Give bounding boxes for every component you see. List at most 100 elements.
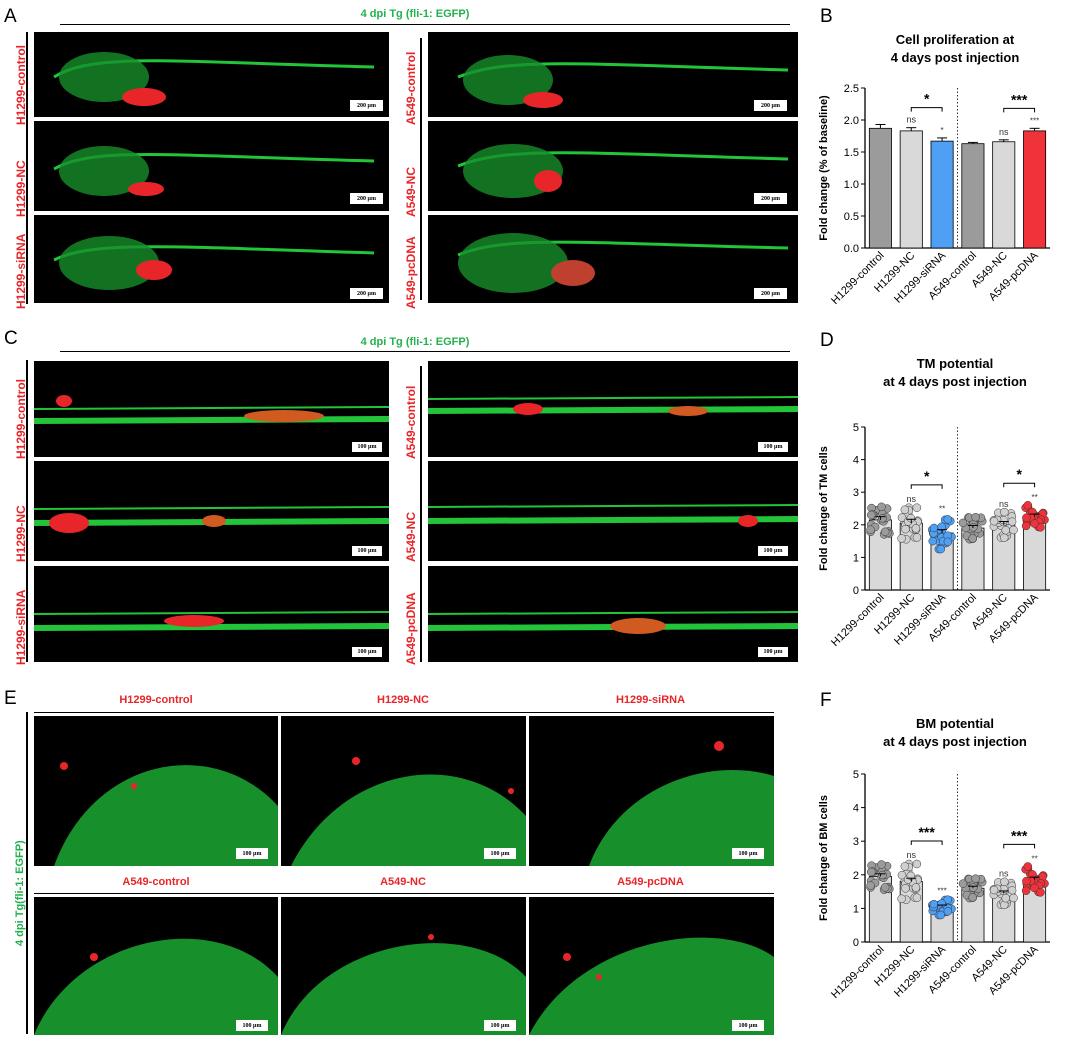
scalebar-c6: 100 μm (758, 647, 788, 657)
col-title-e-a549-control: A549-control (122, 876, 190, 888)
data-point (943, 537, 953, 547)
significance-label: *** (937, 886, 946, 895)
data-point (971, 874, 980, 883)
micrograph-a-h1299-control (34, 32, 389, 117)
row-label-a-h1299-nc: H1299-NC (14, 160, 28, 217)
panel-a-right-rule (420, 38, 422, 300)
chart-title-line: at 4 days post injection (883, 374, 1027, 389)
y-tick-label: 1 (853, 552, 859, 564)
significance-label: ns (999, 499, 1009, 509)
col-title-e-h1299-control: H1299-control (119, 694, 193, 706)
chart-f: BM potential at 4 days post injection Fold… (818, 716, 1050, 1001)
scalebar-c1: 100 μm (352, 442, 382, 452)
scalebar-c5: 100 μm (758, 546, 788, 556)
data-point (1023, 501, 1033, 510)
data-point (897, 870, 907, 880)
data-point (1000, 877, 1009, 887)
panel-b-letter: B (820, 6, 833, 27)
significance-label: ns (906, 115, 916, 125)
row-label-c-h1299-nc: H1299-NC (14, 505, 28, 562)
data-point (877, 502, 886, 512)
y-tick-label: 2.5 (844, 83, 859, 95)
panel-a-header-rule (60, 24, 790, 25)
y-axis-label: Fold change (% of baseline) (818, 95, 830, 241)
data-point (1036, 888, 1045, 897)
row-label-a-h1299-sirna: H1299-siRNA (14, 233, 28, 309)
data-point (1009, 525, 1018, 535)
bar (899, 522, 923, 591)
bar (1023, 130, 1047, 249)
bracket-label: * (924, 91, 930, 107)
scalebar-c2: 100 μm (352, 546, 382, 556)
scalebar-a1: 200 μm (350, 100, 383, 111)
micrograph-a-a549-pcdna (428, 215, 798, 303)
y-tick-label: 1.0 (844, 179, 859, 191)
data-point (866, 881, 875, 890)
data-point (1021, 886, 1031, 895)
row-label-c-a549-nc: A549-NC (404, 511, 418, 562)
panel-d-letter: D (820, 330, 834, 351)
data-point (1022, 876, 1031, 886)
y-tick-label: 0.5 (844, 211, 859, 223)
col-title-e-h1299-sirna: H1299-siRNA (615, 694, 686, 706)
chart-title-line: 4 days post injection (891, 50, 1020, 65)
bar (992, 141, 1016, 249)
data-point (911, 883, 921, 892)
chart-title-line: TM potential (917, 356, 994, 371)
y-tick-label: 1 (853, 903, 859, 915)
panel-c-left-rule (26, 360, 28, 662)
data-point (866, 867, 876, 877)
panel-e-side-label: 4 dpi Tg(fli-1: EGFP) (14, 840, 26, 946)
data-point (912, 893, 922, 902)
y-tick-label: 0 (853, 937, 859, 949)
significance-bracket (910, 107, 943, 112)
y-tick-label: 5 (853, 769, 859, 781)
micrograph-a-a549-nc (428, 121, 798, 211)
data-point (880, 527, 890, 537)
data-point (911, 524, 921, 533)
col-title-e-h1299-nc: H1299-NC (377, 694, 429, 706)
significance-label: *** (1030, 116, 1039, 125)
row-label-c-h1299-sirna: H1299-siRNA (14, 589, 28, 665)
panel-a-left-rule (26, 32, 28, 304)
bar (868, 127, 892, 249)
scalebar-e1: 100 μm (236, 848, 268, 859)
row-label-c-a549-pcdna: A549-pcDNA (404, 592, 418, 665)
data-point (929, 523, 939, 533)
panel-c-letter: C (4, 328, 18, 349)
data-point (928, 536, 937, 546)
data-point (958, 518, 968, 528)
data-point (900, 862, 910, 871)
data-point (897, 513, 907, 522)
y-axis-label: Fold change of BM cells (818, 795, 830, 921)
significance-bracket (910, 484, 943, 489)
data-point (900, 505, 910, 515)
panel-c-header: 4 dpi Tg (fli-1: EGFP) (360, 336, 470, 348)
y-tick-label: 3 (853, 487, 859, 499)
bar (899, 130, 923, 249)
chart-title-line: BM potential (916, 716, 994, 731)
y-tick-label: 3 (853, 836, 859, 848)
data-point (999, 533, 1009, 542)
chart-title-line: Cell proliferation at (896, 32, 1015, 47)
row-label-c-a549-control: A549-control (404, 385, 418, 459)
significance-label: ns (999, 127, 1009, 137)
data-point (878, 870, 887, 880)
data-point (936, 544, 946, 554)
y-tick-label: 2 (853, 870, 859, 882)
panel-e-letter: E (4, 688, 17, 709)
row-label-c-h1299-control: H1299-control (14, 378, 28, 459)
col-title-e-a549-pcdna: A549-pcDNA (617, 876, 684, 888)
y-tick-label: 4 (853, 455, 859, 467)
y-tick-label: 5 (853, 422, 859, 434)
y-tick-label: 4 (853, 803, 859, 815)
significance-label: ** (939, 505, 945, 514)
data-point (901, 524, 910, 534)
micrograph-e-a549-pcdna (529, 897, 774, 1035)
bar (961, 143, 985, 249)
micrograph-e-a549-control (34, 897, 278, 1035)
scalebar-e5: 100 μm (484, 1020, 516, 1031)
y-tick-label: 1.5 (844, 147, 859, 159)
data-point (897, 894, 906, 904)
micrograph-a-a549-control (428, 32, 798, 117)
